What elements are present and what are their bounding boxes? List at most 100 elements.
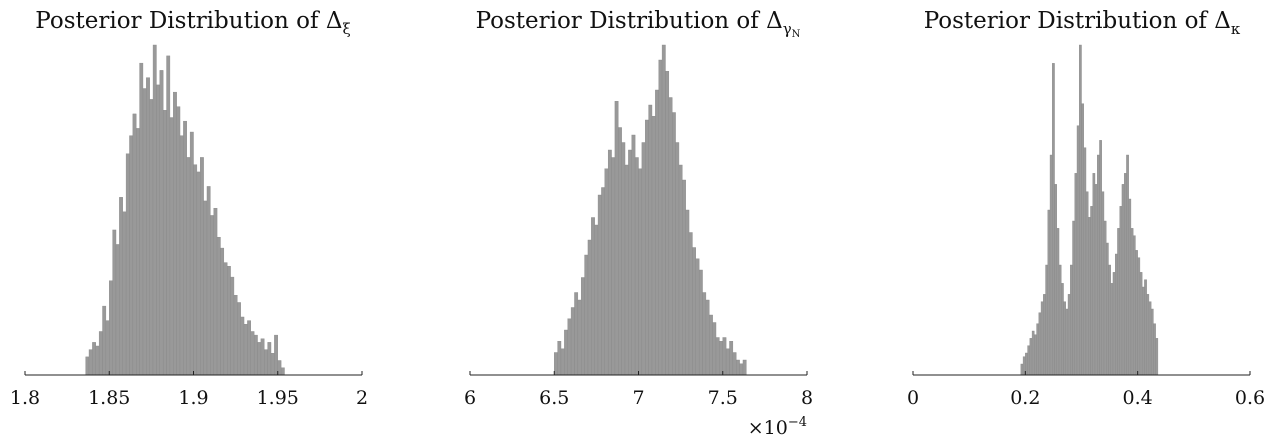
- histogram-bar: [1121, 184, 1125, 376]
- histogram-bar: [1090, 206, 1093, 376]
- histogram-bar: [136, 128, 140, 376]
- histogram-bar: [1083, 147, 1087, 376]
- histogram-bar: [736, 359, 740, 376]
- histogram-bar: [1112, 272, 1116, 376]
- histogram-bar: [645, 119, 649, 376]
- histogram-bar: [95, 345, 100, 376]
- histogram-bar: [156, 84, 160, 376]
- histogram-bar: [189, 131, 194, 376]
- chart-panel-kappa: Posterior Distribution of Δκ 0 0.2 0.4 0.6: [907, 8, 1265, 409]
- histogram-bar: [1038, 312, 1042, 376]
- chart-title-gamma-subscript: γ: [783, 20, 792, 38]
- histogram-bar: [567, 318, 572, 376]
- histogram-bar: [274, 334, 278, 376]
- x-tick-label: 1.8: [10, 387, 40, 409]
- x-tick-label: 1.85: [88, 387, 130, 409]
- histogram-bar: [149, 99, 154, 376]
- histogram-bar: [638, 168, 643, 376]
- histogram-bar: [712, 322, 717, 376]
- x-tick-label: 0.2: [1010, 387, 1040, 409]
- histogram-bar: [85, 356, 90, 376]
- histogram-bar: [105, 320, 110, 376]
- histogram-bar: [1031, 330, 1035, 376]
- chart-title-gamma-main: Posterior Distribution of Δ: [476, 8, 783, 34]
- histogram-bar: [1056, 228, 1060, 376]
- histogram-bar: [280, 367, 285, 376]
- histogram-bar: [725, 348, 730, 376]
- x-tick-label: 7.5: [708, 387, 738, 409]
- histogram-bar: [597, 194, 602, 376]
- histogram-bar: [668, 97, 673, 376]
- histogram-bar: [655, 89, 659, 376]
- histogram-bar: [577, 299, 582, 376]
- histogram-bar: [1141, 286, 1145, 376]
- x-tick-label: 1.95: [257, 387, 299, 409]
- histogram-bar: [1061, 283, 1064, 376]
- histogram-bar: [1094, 184, 1098, 376]
- x-axis-multiplier-exponent: −4: [788, 415, 807, 430]
- histogram-bar: [1150, 308, 1154, 376]
- histogram-bar: [226, 266, 231, 376]
- histogram-bar: [628, 149, 632, 376]
- chart-title-xi-subscript: ξ: [342, 20, 350, 38]
- x-axis-ticks-xi: 1.8 1.85 1.9 1.95 2: [10, 371, 368, 409]
- histogram-bar: [557, 341, 562, 376]
- x-tick-label: 8: [801, 387, 813, 409]
- histogram-bar: [1155, 338, 1159, 376]
- histogram-bar: [92, 342, 96, 376]
- histogram-bar: [698, 269, 703, 376]
- histogram-bar: [267, 342, 272, 376]
- histogram-bar: [1058, 264, 1062, 376]
- histogram-bar: [169, 117, 174, 376]
- histogram-bar: [604, 168, 609, 376]
- histogram-bar: [678, 164, 683, 376]
- histogram-bar: [125, 153, 130, 376]
- histogram-bar: [1065, 308, 1069, 376]
- histogram-bar: [233, 295, 238, 376]
- histogram-bar: [1097, 154, 1100, 376]
- histogram-bar: [250, 331, 255, 376]
- histogram-bar: [1101, 191, 1105, 376]
- histogram-bar: [584, 254, 589, 376]
- x-axis-ticks-kappa: 0 0.2 0.4 0.6: [907, 371, 1265, 409]
- x-tick-label: 7: [632, 387, 644, 409]
- histogram-bar: [115, 244, 120, 376]
- histogram-bar: [1074, 173, 1078, 376]
- histogram-bar: [1139, 272, 1143, 376]
- histogram-bar: [1114, 253, 1118, 376]
- histogram-bar: [173, 91, 177, 376]
- chart-title-kappa-subscript: κ: [1231, 20, 1241, 38]
- histogram-bar: [230, 276, 235, 376]
- histogram-bar: [682, 179, 686, 376]
- histogram-bar: [129, 135, 134, 376]
- histogram-bar: [237, 302, 241, 376]
- histogram-bar: [277, 360, 282, 376]
- histogram-bar: [216, 236, 221, 376]
- histogram-bar: [1130, 228, 1134, 376]
- histogram-bar: [591, 217, 595, 376]
- histogram-bar: [1085, 191, 1089, 376]
- histogram-bar: [139, 62, 144, 376]
- histogram-bar: [257, 342, 262, 376]
- histogram-bar: [1146, 294, 1150, 376]
- histogram-bar: [243, 324, 248, 376]
- histogram-bar: [200, 157, 204, 376]
- histogram-bar: [1040, 301, 1044, 376]
- histogram-bar: [109, 280, 113, 376]
- histogram-bar: [203, 200, 208, 376]
- histogram-bar: [732, 352, 737, 376]
- chart-title-gamma-subsubscript: N: [792, 29, 801, 40]
- histogram-bar: [1119, 206, 1123, 376]
- histogram-bar: [220, 247, 225, 376]
- chart-panel-xi: Posterior Distribution of Δξ 1.8 1.85 1.9 1…: [10, 8, 368, 409]
- histogram-bar: [1103, 220, 1107, 376]
- x-axis-ticks-gamma: 6 6.5 7 7.5 8: [464, 371, 813, 409]
- histogram-bar: [247, 320, 251, 376]
- histogram-bar: [1043, 294, 1046, 376]
- histogram-bar: [1049, 154, 1053, 376]
- histogram-bar: [695, 258, 700, 376]
- chart-title-gamma: Posterior Distribution of ΔγN: [476, 8, 801, 40]
- histogram-bars-gamma: [554, 44, 747, 376]
- histogram-bar: [102, 305, 107, 376]
